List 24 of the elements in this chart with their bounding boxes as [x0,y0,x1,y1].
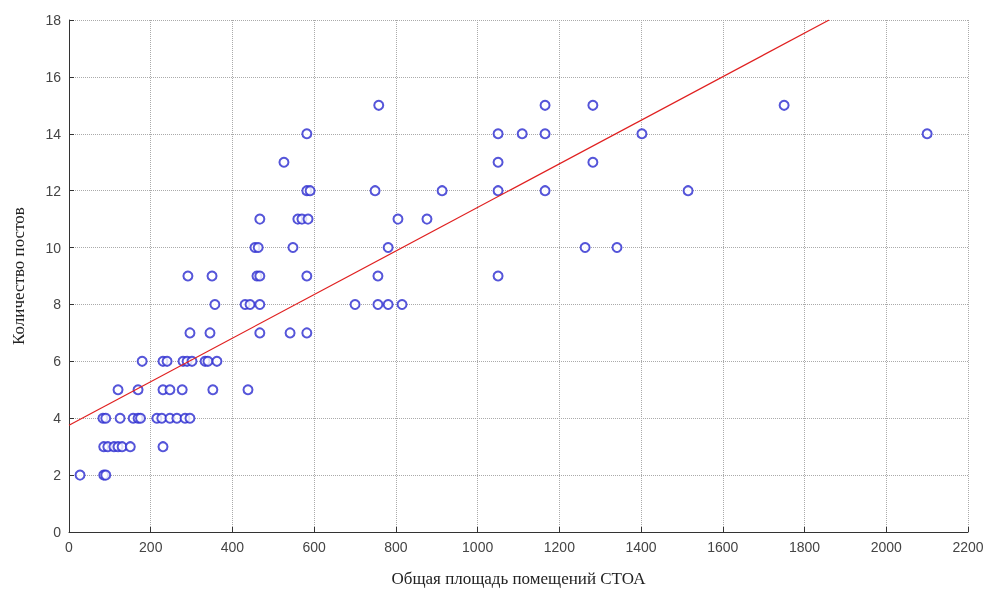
y-tick-label: 6 [53,353,62,370]
x-tick-label: 800 [384,539,408,555]
x-tick-label: 1400 [625,539,657,555]
x-tick-label: 0 [65,539,74,555]
y-tick-label: 8 [53,296,62,313]
y-tick-label: 2 [53,467,62,484]
x-tick-label: 400 [220,539,245,555]
y-tick-label: 16 [45,68,62,85]
y-tick-label: 10 [45,239,62,256]
x-tick-label: 600 [302,539,327,555]
x-tick-label: 1800 [788,539,821,555]
y-tick-label: 18 [45,12,62,28]
x-axis-title: Общая площадь помещений СТОА [391,569,647,588]
x-tick-label: 2000 [870,539,903,555]
x-tick-label: 200 [139,539,163,555]
y-tick-label: 12 [45,182,62,199]
x-tick-label: 2200 [952,539,984,555]
y-tick-label: 4 [53,410,62,427]
x-tick-label: 1200 [543,539,576,555]
x-tick-label: 1600 [707,539,739,555]
y-tick-label: 14 [45,125,62,142]
y-axis-title: Количество постов [9,207,28,345]
x-tick-label: 1000 [462,539,494,555]
y-tick-label: 0 [53,524,62,540]
